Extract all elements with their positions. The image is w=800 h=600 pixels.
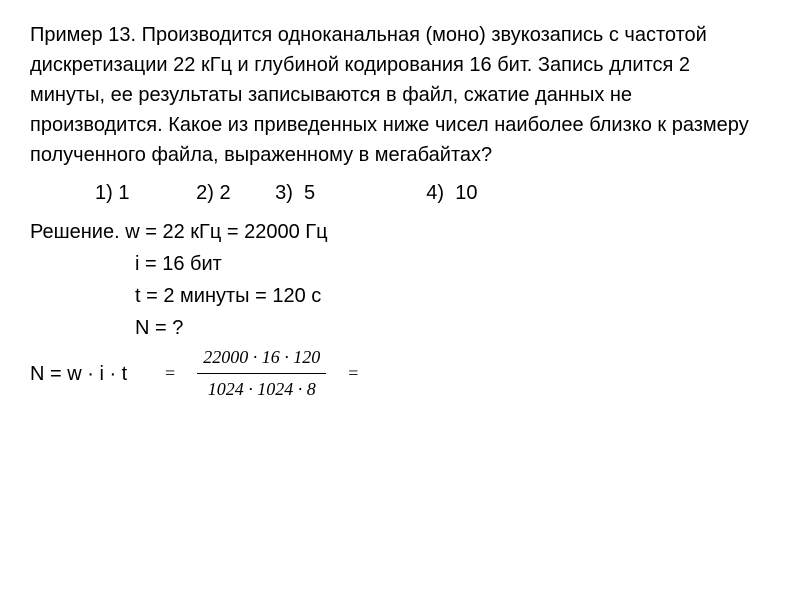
solution-n: N = ? (135, 317, 183, 339)
fraction-numerator: 22000 · 16 · 120 (197, 344, 326, 374)
solution-line-2: i = 16 бит (30, 248, 770, 280)
problem-prefix: Пример 13. (30, 24, 142, 46)
solution-w: w = 22 кГц = 22000 Гц (125, 221, 327, 243)
solution-line-4: N = ? (30, 312, 770, 344)
equals-2: = (348, 360, 358, 387)
fraction-denominator: 1024 · 1024 · 8 (202, 374, 322, 403)
solution-i: i = 16 бит (135, 253, 222, 275)
solution-prefix: Решение. (30, 221, 125, 243)
fraction: 22000 · 16 · 120 1024 · 1024 · 8 (197, 344, 326, 403)
answer-options: 1) 1 2) 2 3) 5 4) 10 (30, 178, 770, 208)
option-2-value: 2 (220, 182, 231, 204)
option-1-value: 1 (118, 182, 129, 204)
solution-line-1: Решение. w = 22 кГц = 22000 Гц (30, 216, 770, 248)
option-2: 2) 2 (196, 178, 230, 208)
option-3-label: 3) (275, 182, 293, 204)
equals-1: = (165, 360, 175, 387)
option-1: 1) 1 (95, 178, 129, 208)
option-1-label: 1) (95, 182, 113, 204)
solution-line-3: t = 2 минуты = 120 с (30, 280, 770, 312)
option-2-label: 2) (196, 182, 214, 204)
problem-statement: Пример 13. Производится одноканальная (м… (30, 20, 770, 170)
option-4-label: 4) (426, 182, 444, 204)
option-4-value: 10 (455, 182, 477, 204)
option-3: 3) 5 (275, 178, 315, 208)
formula-left: N = w · i · t (30, 359, 127, 389)
solution-t: t = 2 минуты = 120 с (135, 285, 321, 307)
option-3-value: 5 (304, 182, 315, 204)
formula-line: N = w · i · t = 22000 · 16 · 120 1024 · … (30, 344, 770, 403)
option-4: 4) 10 (426, 178, 477, 208)
